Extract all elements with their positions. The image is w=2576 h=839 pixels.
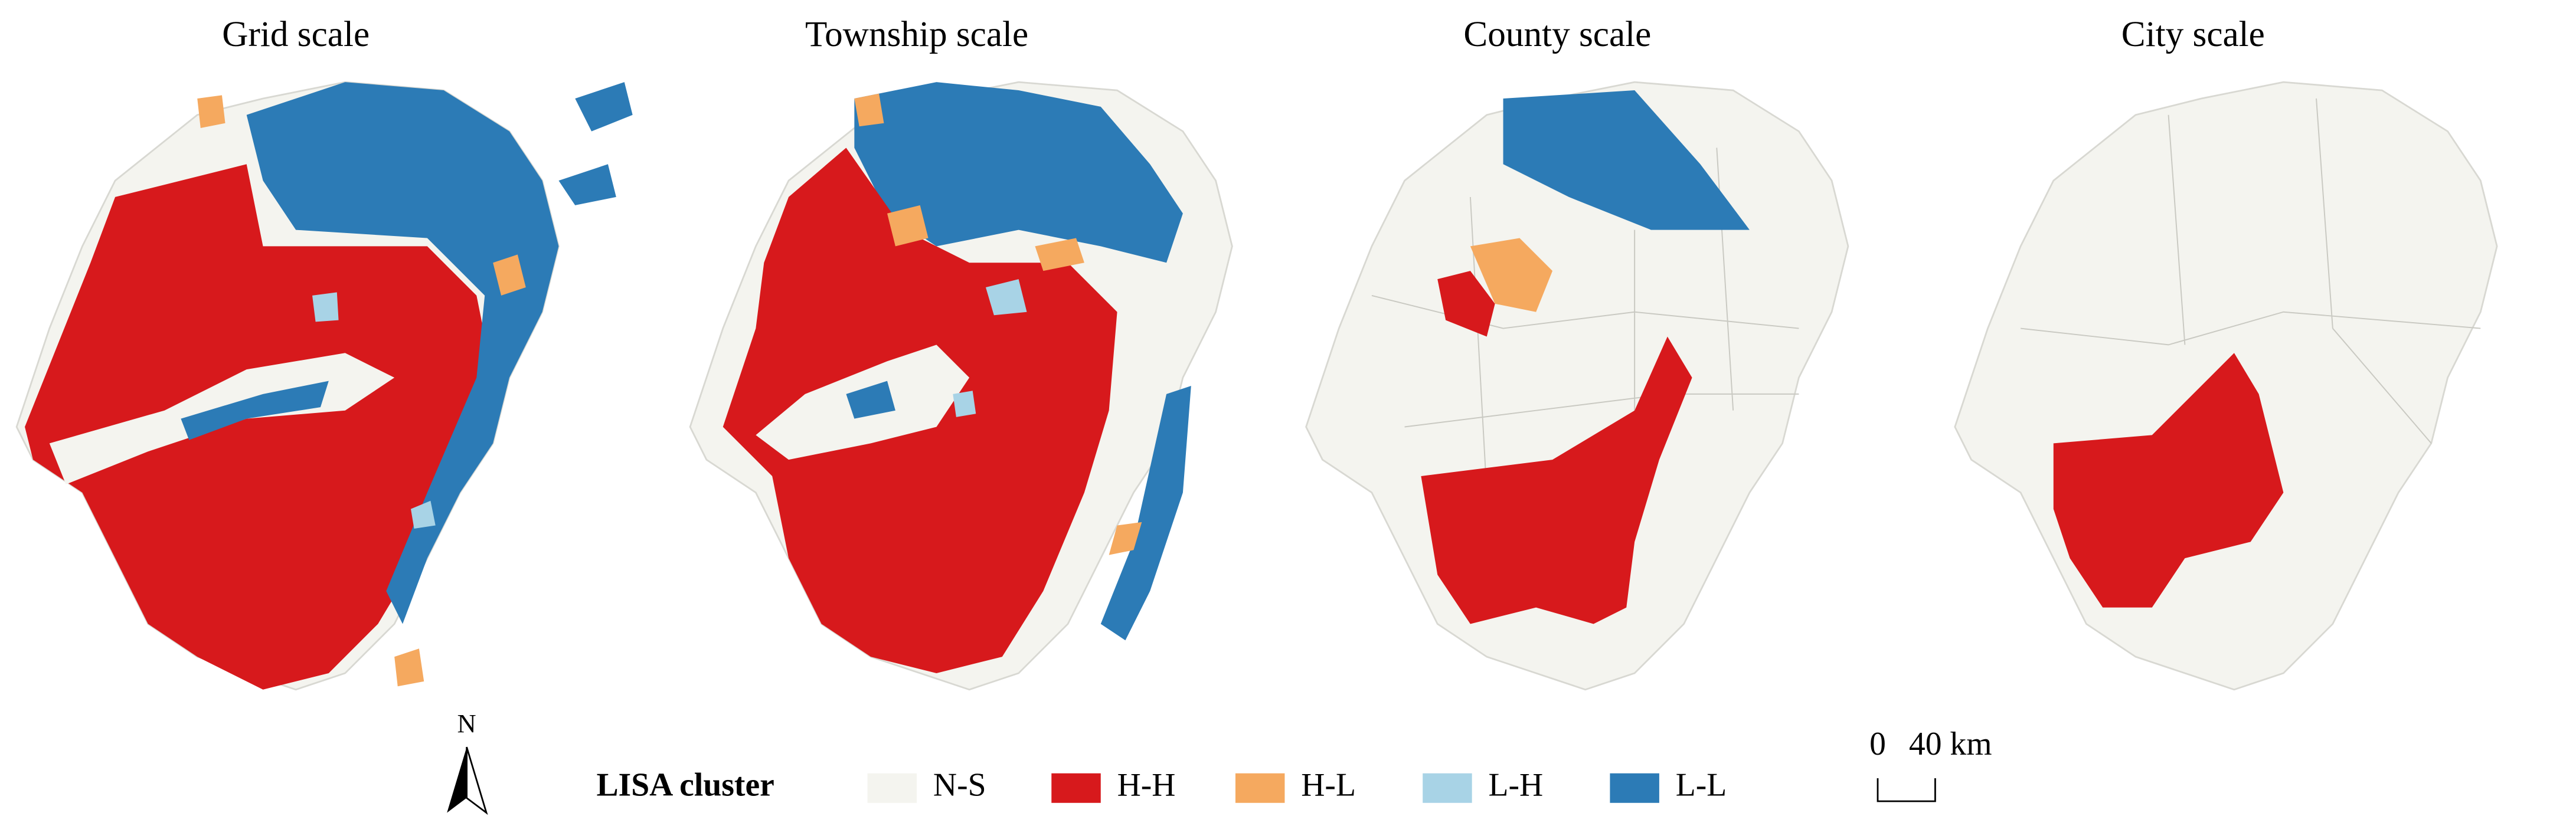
panel-title: Township scale	[805, 14, 1028, 54]
cluster-region	[1421, 336, 1692, 624]
panel-title: City scale	[2121, 14, 2265, 54]
cluster-region	[1437, 271, 1495, 337]
north-label: N	[457, 709, 476, 738]
scale-bar	[1877, 778, 1936, 802]
legend-label: H-H	[1117, 766, 1176, 803]
legend-swatch	[1235, 773, 1285, 803]
cluster-region	[181, 381, 329, 440]
cluster-region	[846, 381, 1191, 641]
legend-swatch	[1610, 773, 1659, 803]
cluster-region	[25, 164, 493, 690]
legend-title: LISA cluster	[596, 766, 774, 803]
cluster-region	[2053, 353, 2284, 608]
legend-swatch	[867, 773, 917, 803]
legend-swatch	[1051, 773, 1101, 803]
city-map	[1954, 81, 2498, 691]
north-arrow	[466, 746, 488, 815]
scale-start: 0	[1869, 726, 1886, 762]
legend: LISA cluster N-S H-H H-L L-H L-L	[596, 766, 1727, 803]
cluster-region	[1503, 90, 1750, 230]
legend-label: H-L	[1301, 766, 1356, 803]
north-arrow	[447, 747, 467, 813]
panel-title: Grid scale	[222, 14, 370, 54]
cluster-region	[246, 82, 559, 624]
panel-title: County scale	[1463, 14, 1651, 54]
cluster-region	[1470, 238, 1553, 312]
cluster-region	[854, 82, 1183, 263]
legend-swatch	[1423, 773, 1472, 803]
legend-label: L-L	[1676, 766, 1727, 803]
cluster-region	[312, 292, 436, 529]
cluster-region	[953, 279, 1027, 417]
cluster-region	[558, 82, 633, 205]
scale-end: 40 km	[1909, 726, 1992, 762]
township-map	[689, 81, 1233, 691]
legend-label: N-S	[933, 766, 986, 803]
grid-map	[15, 81, 633, 691]
legend-label: L-H	[1488, 766, 1543, 803]
county-map	[1305, 81, 1849, 691]
